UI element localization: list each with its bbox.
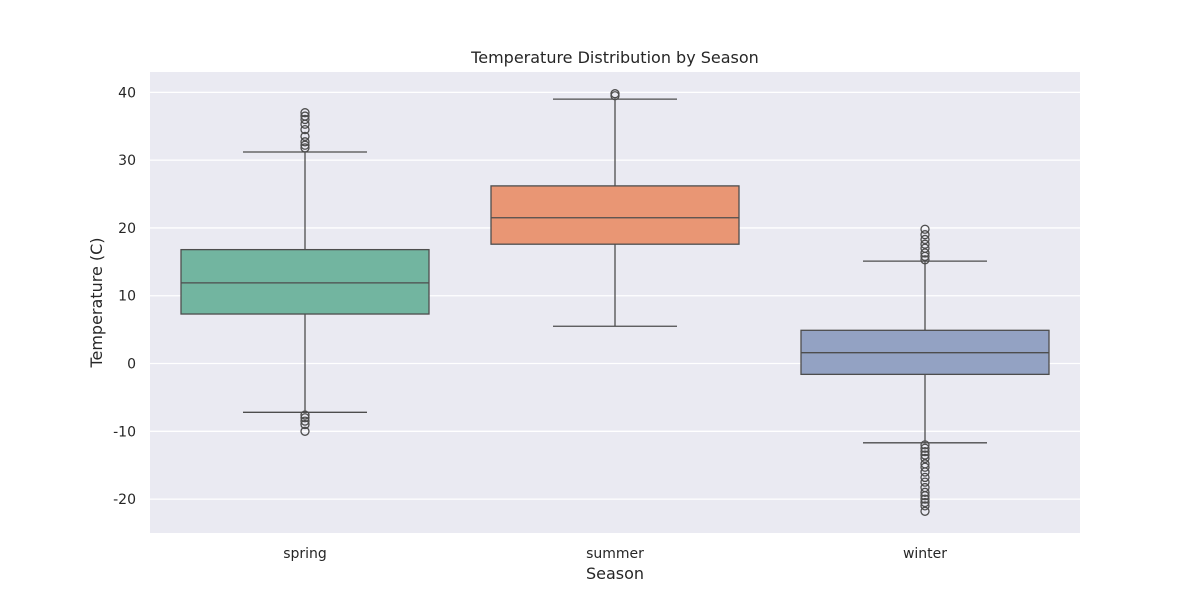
x-tick-label: spring [283,546,327,562]
outlier-point [920,459,930,469]
outlier-point [300,137,310,147]
outlier-point [920,255,930,265]
outlier-point [300,108,310,118]
y-tick-label: -20 [113,492,136,508]
box [490,185,740,245]
outlier-point [610,89,620,99]
outlier-point [300,416,310,426]
outlier-point [920,450,930,460]
outlier-point [300,426,310,436]
outlier-point [920,506,930,516]
outlier-point [920,462,930,472]
chart-title: Temperature Distribution by Season [470,48,759,67]
outlier-point [920,487,930,497]
outlier-point [300,114,310,125]
outlier-point [300,131,310,142]
box-group-summer [490,89,740,327]
y-tick-label: -10 [113,424,136,440]
outlier-point [920,443,930,453]
outlier-point [920,497,930,508]
box [180,248,430,315]
outlier-point [920,494,930,504]
box-group-spring [180,108,430,436]
outlier-point [300,410,310,420]
x-axis-title: Season [586,564,644,583]
outlier-point [920,248,930,258]
outlier-point [920,440,930,450]
outlier-point [920,477,930,487]
outlier-point [920,239,930,249]
outlier-point [920,243,930,253]
outlier-point [300,111,310,121]
outlier-point [920,224,930,234]
y-tick-label: 40 [118,85,136,101]
outlier-point [920,446,930,457]
box-group-winter [800,224,1050,516]
y-tick-label: 10 [118,289,136,305]
outlier-point [920,472,930,483]
x-ticks: spring summer winter [283,546,947,562]
outlier-point [300,413,310,423]
outlier-point [920,482,930,493]
outlier-point [300,124,310,135]
outlier-point [300,143,310,153]
x-tick-label: winter [903,546,947,562]
outlier-point [920,234,930,245]
outlier-point [300,419,310,430]
outlier-point [920,453,930,464]
outlier-point [920,501,930,511]
boxes [180,89,1050,516]
y-tick-label: 0 [127,357,136,373]
y-ticks: -20 -10 0 10 20 30 40 [113,85,136,508]
y-tick-label: 20 [118,221,136,237]
y-tick-label: 30 [118,153,136,169]
x-tick-label: summer [586,546,644,562]
y-axis-title: Temperature (C) [87,237,106,368]
outlier-point [920,230,930,240]
outlier-point [300,140,310,150]
